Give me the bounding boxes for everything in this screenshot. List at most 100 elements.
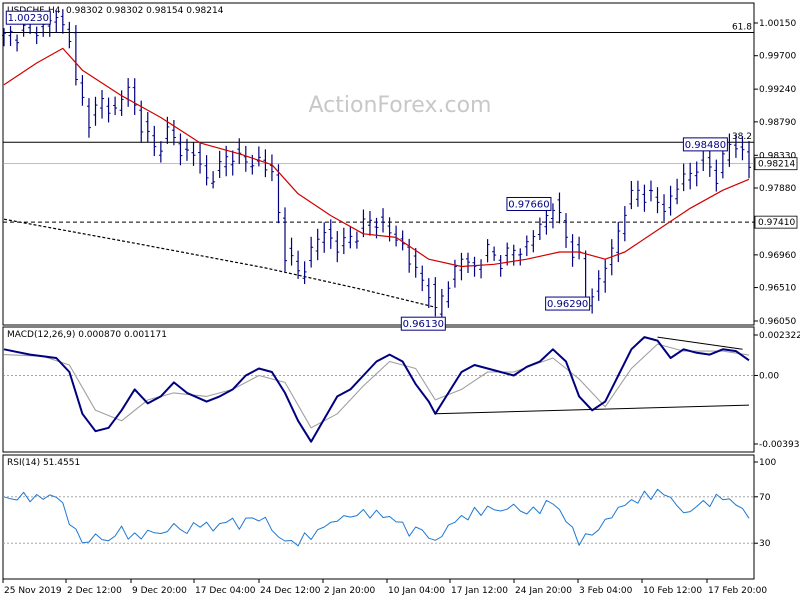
x-tick-label: 10 Feb 12:00 [643, 586, 702, 596]
price-annotation-text: 1.00230 [8, 13, 49, 24]
price-bar [439, 288, 444, 321]
price-bar [479, 259, 484, 279]
price-y-tick-label: 0.97880 [759, 184, 796, 194]
x-tick-label: 2 Jan 20:00 [324, 586, 376, 596]
price-bar [524, 235, 529, 257]
level-price-tag: 0.97410 [754, 215, 798, 229]
price-y-tick-label: 0.99700 [759, 52, 796, 62]
rsi-y-tick-label: 70 [759, 493, 771, 503]
price-annotation-text: 0.98480 [685, 140, 726, 151]
price-bar [531, 230, 536, 253]
price-bar [178, 133, 183, 166]
price-bar [740, 136, 745, 161]
price-bar [511, 244, 516, 266]
price-bar [191, 142, 196, 166]
price-bar [8, 26, 13, 46]
price-y-tick-label: 1.00150 [759, 19, 796, 29]
price-bar [54, 10, 59, 33]
price-y-tick-label: 0.98790 [759, 118, 796, 128]
price-plot: 1.00150 0.99700 0.99240 0.98790 0.98330 0.978… [2, 9, 798, 331]
x-tick-label: 9 Dec 20:00 [132, 586, 187, 596]
price-bar [211, 171, 216, 189]
price-bar [518, 248, 523, 266]
price-header-timeframe: H4 [48, 6, 61, 16]
price-bar [361, 209, 366, 238]
x-tick-label: 10 Jan 04:00 [388, 586, 445, 596]
price-bar [655, 187, 660, 214]
price-bar [230, 150, 235, 176]
price-header-ohlc: 0.98302 0.98302 0.98154 0.98214 [66, 6, 224, 16]
price-bar [86, 98, 91, 138]
price-bar [537, 217, 542, 241]
price-bar [596, 270, 601, 301]
price-bar [452, 259, 457, 288]
price-y-tick-label: 0.96960 [759, 251, 796, 261]
price-bar [465, 252, 470, 274]
price-bar [485, 239, 490, 263]
price-bar [354, 231, 359, 249]
price-annotation: 0.97660 [506, 196, 552, 211]
price-bar [322, 222, 327, 253]
price-bar [126, 78, 131, 107]
price-bar [733, 134, 738, 158]
price-annotation: 0.96130 [400, 316, 446, 331]
rsi-panel-frame [2, 454, 755, 580]
price-bar [492, 246, 497, 261]
price-bar [472, 256, 477, 277]
price-bar [407, 238, 412, 273]
price-bar [204, 155, 209, 186]
price-bar [139, 100, 144, 143]
price-bar [662, 194, 667, 222]
price-hline-label: 61.8 [732, 22, 752, 32]
price-bar [315, 228, 320, 261]
rsi-y-tick-label: 30 [759, 539, 771, 549]
price-bar [276, 164, 281, 224]
x-tick-label: 25 Nov 2019 [4, 586, 62, 596]
price-bar [243, 145, 248, 172]
price-bar [668, 185, 673, 216]
price-bar [714, 159, 719, 192]
price-bar [557, 192, 562, 224]
price-bar [335, 231, 340, 263]
price-bar [302, 261, 307, 284]
price-annotation-text: 0.97660 [508, 199, 549, 210]
current-price-tag: 0.98214 [754, 157, 798, 171]
price-bar [433, 277, 438, 317]
price-bar [237, 138, 242, 165]
price-bar [590, 288, 595, 314]
x-tick-label: 17 Dec 04:00 [195, 586, 256, 596]
price-bar [152, 125, 157, 157]
price-bar [341, 227, 346, 255]
price-bar [119, 90, 124, 116]
price-bar [34, 26, 39, 45]
price-bar [93, 96, 98, 126]
price-bar [577, 236, 582, 260]
price-bar [2, 28, 6, 47]
price-y-tick-label: 0.96510 [759, 284, 796, 294]
price-bar [217, 150, 222, 178]
x-tick-label: 17 Feb 20:00 [708, 586, 767, 596]
price-bar [707, 146, 712, 177]
price-bar [498, 255, 503, 277]
price-bar [622, 206, 627, 242]
macd-header: MACD(12,26,9) 0.000870 0.001171 [7, 330, 167, 340]
price-bar [60, 9, 65, 34]
price-bar [15, 34, 20, 52]
price-bar [67, 21, 72, 49]
price-bar [675, 178, 680, 205]
price-bar [727, 133, 732, 167]
ma-slow-line [3, 218, 436, 308]
price-bar [635, 180, 640, 207]
x-axis: 25 Nov 2019 2 Dec 12:00 9 Dec 20:00 17 Dec … [2, 579, 767, 596]
rsi-plot: 100 70 30 [3, 458, 776, 549]
price-bar [446, 281, 451, 308]
price-bar [413, 248, 418, 278]
price-bar [283, 207, 288, 272]
price-bar [681, 163, 686, 192]
level-price-tag-text: 0.97410 [758, 218, 795, 228]
price-bar [100, 90, 105, 119]
macd-signal-line [3, 343, 750, 429]
price-bar [184, 138, 189, 161]
ma-fast-line [3, 47, 750, 268]
